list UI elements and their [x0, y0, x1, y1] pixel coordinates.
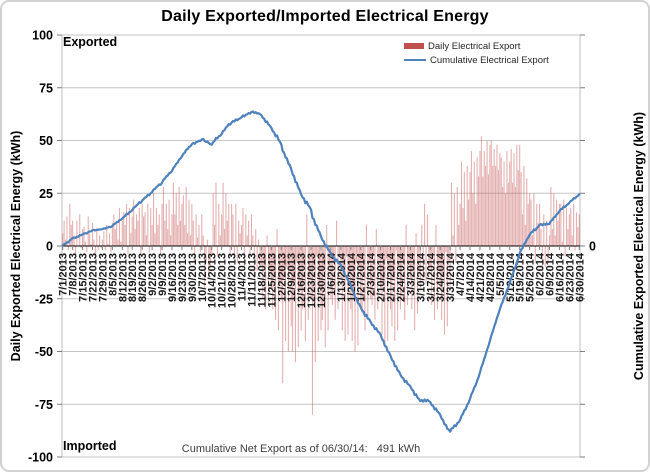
exported-region-label: Exported — [63, 35, 118, 49]
svg-text:12/30/2013: 12/30/2013 — [316, 253, 328, 308]
svg-text:25: 25 — [39, 187, 53, 201]
svg-text:2/10/2014: 2/10/2014 — [376, 252, 388, 302]
svg-text:7/15/2013: 7/15/2013 — [78, 253, 90, 302]
svg-text:8/12/2013: 8/12/2013 — [117, 253, 129, 302]
svg-text:9/2/2013: 9/2/2013 — [147, 253, 159, 296]
svg-text:6/16/2014: 6/16/2014 — [554, 252, 566, 302]
svg-text:6/2/2014: 6/2/2014 — [535, 252, 547, 296]
chart-title: Daily Exported/Imported Electrical Energ… — [161, 8, 489, 25]
svg-text:1/13/2014: 1/13/2014 — [336, 252, 348, 302]
svg-text:-50: -50 — [35, 345, 53, 359]
svg-text:2/17/2014: 2/17/2014 — [386, 252, 398, 302]
svg-text:11/4/2013: 11/4/2013 — [237, 253, 249, 301]
svg-text:6/30/2014: 6/30/2014 — [574, 252, 586, 302]
svg-text:2/24/2014: 2/24/2014 — [395, 252, 407, 302]
svg-text:6/23/2014: 6/23/2014 — [564, 252, 576, 302]
cumulative-line-series — [61, 110, 581, 433]
svg-text:12/23/2013: 12/23/2013 — [306, 253, 318, 308]
net-export-annotation: Cumulative Net Export as of 06/30/14: 49… — [181, 443, 421, 455]
x-date-labels: 7/1/20137/8/20137/15/20137/22/20137/29/2… — [58, 252, 587, 308]
tick-marks — [57, 34, 585, 458]
svg-text:5/5/2014: 5/5/2014 — [495, 252, 507, 296]
svg-text:10/28/2013: 10/28/2013 — [227, 253, 239, 308]
svg-text:50: 50 — [39, 134, 53, 148]
right-axis-title: Cumulative Exported Electrical Energy (k… — [632, 111, 646, 381]
svg-text:4/21/2014: 4/21/2014 — [475, 252, 487, 302]
svg-text:4/28/2014: 4/28/2014 — [485, 252, 497, 302]
legend-label-daily: Daily Electrical Export — [428, 40, 521, 52]
svg-text:-75: -75 — [35, 398, 53, 412]
svg-text:5/19/2014: 5/19/2014 — [515, 252, 527, 302]
svg-text:75: 75 — [39, 81, 53, 95]
svg-text:100: 100 — [32, 29, 53, 43]
svg-text:10/7/2013: 10/7/2013 — [197, 253, 209, 302]
left-tick-labels: 100 75 50 25 0 -25 -50 -75 -100 — [28, 29, 53, 465]
svg-text:5/26/2014: 5/26/2014 — [525, 252, 537, 302]
svg-text:0: 0 — [589, 240, 596, 254]
svg-text:11/25/2013: 11/25/2013 — [266, 253, 278, 307]
imported-region-label: Imported — [63, 439, 117, 453]
svg-text:12/16/2013: 12/16/2013 — [296, 253, 308, 308]
left-axis-title: Daily Exported Electrical Energy (kWh) — [9, 130, 23, 362]
svg-text:1/20/2014: 1/20/2014 — [346, 252, 358, 302]
legend-item-daily-export: Daily Electrical Export — [404, 40, 549, 52]
svg-text:-100: -100 — [28, 451, 53, 465]
svg-text:10/14/2013: 10/14/2013 — [207, 253, 219, 308]
svg-text:7/22/2013: 7/22/2013 — [88, 253, 100, 302]
svg-text:0: 0 — [46, 240, 53, 254]
svg-text:10/21/2013: 10/21/2013 — [217, 253, 229, 308]
svg-text:1/27/2014: 1/27/2014 — [356, 252, 368, 302]
svg-text:9/16/2013: 9/16/2013 — [167, 253, 179, 302]
legend: Daily Electrical Export Cumulative Elect… — [404, 41, 549, 69]
svg-text:3/31/2014: 3/31/2014 — [445, 252, 457, 302]
legend-item-cumulative-export: Cumulative Electrical Export — [404, 54, 549, 66]
svg-text:8/26/2013: 8/26/2013 — [137, 253, 149, 302]
svg-text:9/30/2013: 9/30/2013 — [187, 253, 199, 302]
svg-text:2/3/2014: 2/3/2014 — [366, 252, 378, 296]
svg-text:6/9/2014: 6/9/2014 — [544, 252, 556, 296]
svg-text:8/5/2013: 8/5/2013 — [107, 253, 119, 296]
svg-text:11/11/2013: 11/11/2013 — [246, 253, 258, 307]
svg-text:8/19/2013: 8/19/2013 — [127, 253, 139, 302]
svg-text:3/3/2014: 3/3/2014 — [405, 252, 417, 296]
svg-text:-25: -25 — [35, 292, 53, 306]
svg-text:4/14/2014: 4/14/2014 — [465, 252, 477, 302]
svg-text:3/24/2014: 3/24/2014 — [435, 252, 447, 302]
svg-text:11/18/2013: 11/18/2013 — [256, 253, 268, 307]
svg-text:12/2/2013: 12/2/2013 — [276, 253, 288, 302]
svg-text:1/6/2014: 1/6/2014 — [326, 252, 338, 296]
svg-text:3/17/2014: 3/17/2014 — [425, 252, 437, 302]
svg-text:9/23/2013: 9/23/2013 — [177, 253, 189, 302]
svg-text:7/1/2013: 7/1/2013 — [58, 253, 70, 296]
daily-bars-series — [62, 136, 580, 415]
svg-text:7/29/2013: 7/29/2013 — [97, 253, 109, 302]
legend-bar-swatch — [404, 43, 424, 49]
svg-text:3/10/2014: 3/10/2014 — [415, 252, 427, 302]
svg-text:12/9/2013: 12/9/2013 — [286, 253, 298, 302]
legend-line-swatch — [404, 58, 426, 62]
svg-text:4/7/2014: 4/7/2014 — [455, 252, 467, 296]
svg-text:9/9/2013: 9/9/2013 — [157, 253, 169, 296]
svg-text:7/8/2013: 7/8/2013 — [68, 253, 80, 296]
legend-label-cumulative: Cumulative Electrical Export — [430, 54, 549, 66]
